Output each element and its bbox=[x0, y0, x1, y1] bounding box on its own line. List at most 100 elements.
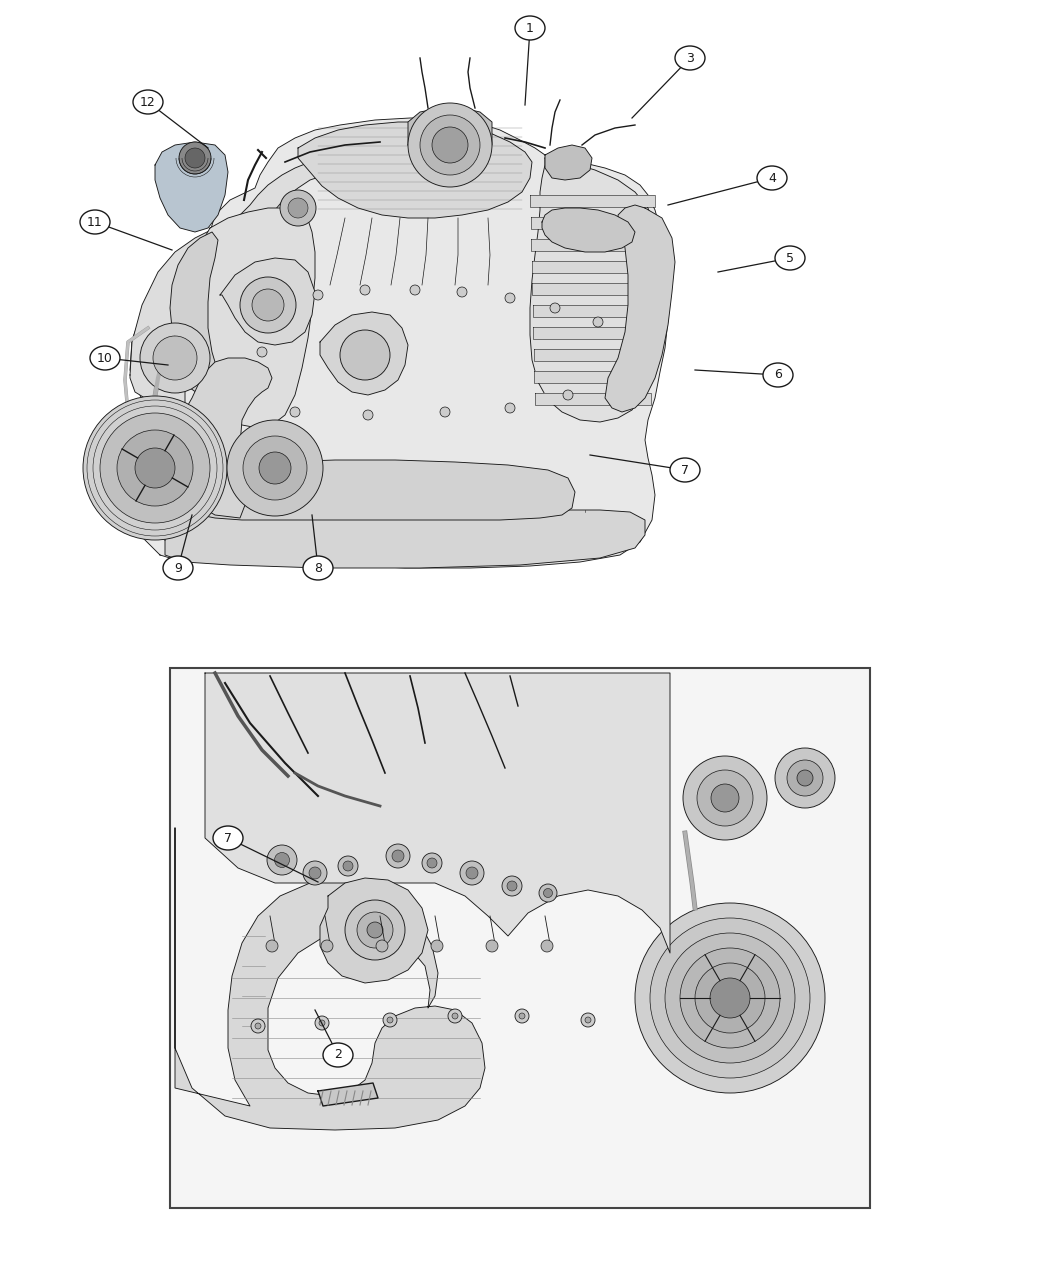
Polygon shape bbox=[220, 258, 315, 346]
Circle shape bbox=[288, 198, 308, 218]
Circle shape bbox=[432, 128, 468, 163]
Circle shape bbox=[775, 748, 835, 808]
Circle shape bbox=[452, 1014, 458, 1019]
Ellipse shape bbox=[163, 556, 193, 580]
Circle shape bbox=[83, 397, 227, 541]
Circle shape bbox=[519, 1014, 525, 1019]
Circle shape bbox=[321, 940, 333, 952]
Circle shape bbox=[255, 1023, 261, 1029]
Circle shape bbox=[280, 190, 316, 226]
Circle shape bbox=[360, 286, 370, 295]
Circle shape bbox=[153, 337, 197, 380]
Polygon shape bbox=[185, 358, 272, 518]
Polygon shape bbox=[531, 261, 653, 273]
Polygon shape bbox=[532, 305, 652, 317]
Polygon shape bbox=[534, 393, 651, 405]
Circle shape bbox=[315, 1016, 329, 1030]
Circle shape bbox=[541, 940, 553, 952]
Circle shape bbox=[259, 453, 291, 484]
Polygon shape bbox=[175, 827, 485, 1130]
Circle shape bbox=[420, 115, 480, 175]
Circle shape bbox=[422, 853, 442, 873]
Polygon shape bbox=[318, 1082, 378, 1105]
Text: 3: 3 bbox=[686, 51, 694, 65]
Circle shape bbox=[340, 330, 390, 380]
Circle shape bbox=[410, 286, 420, 295]
Ellipse shape bbox=[514, 17, 545, 40]
Polygon shape bbox=[130, 119, 668, 567]
Circle shape bbox=[665, 933, 795, 1063]
Text: 2: 2 bbox=[334, 1048, 342, 1062]
Circle shape bbox=[502, 876, 522, 896]
Circle shape bbox=[460, 861, 484, 885]
Circle shape bbox=[274, 853, 290, 867]
Polygon shape bbox=[408, 108, 492, 145]
Polygon shape bbox=[542, 208, 635, 252]
Text: 7: 7 bbox=[224, 831, 232, 844]
Ellipse shape bbox=[757, 166, 788, 190]
Circle shape bbox=[788, 760, 823, 796]
Text: 9: 9 bbox=[174, 561, 182, 575]
Circle shape bbox=[290, 407, 300, 417]
Circle shape bbox=[486, 940, 498, 952]
Circle shape bbox=[357, 912, 393, 949]
Circle shape bbox=[252, 289, 284, 321]
Polygon shape bbox=[605, 205, 675, 412]
Circle shape bbox=[343, 861, 353, 871]
Polygon shape bbox=[205, 673, 670, 952]
Text: 6: 6 bbox=[774, 368, 782, 381]
Text: 5: 5 bbox=[786, 251, 794, 264]
Ellipse shape bbox=[670, 458, 700, 482]
Text: 10: 10 bbox=[97, 352, 113, 365]
Polygon shape bbox=[200, 208, 315, 428]
Polygon shape bbox=[533, 326, 652, 339]
Text: 11: 11 bbox=[87, 215, 103, 228]
Circle shape bbox=[544, 889, 552, 898]
Circle shape bbox=[427, 858, 437, 868]
Circle shape bbox=[319, 1020, 326, 1026]
Circle shape bbox=[440, 407, 450, 417]
Ellipse shape bbox=[323, 1043, 353, 1067]
Circle shape bbox=[550, 303, 560, 312]
Circle shape bbox=[185, 148, 205, 168]
Ellipse shape bbox=[763, 363, 793, 388]
Circle shape bbox=[227, 419, 323, 516]
Circle shape bbox=[313, 289, 323, 300]
Text: 4: 4 bbox=[768, 172, 776, 185]
Circle shape bbox=[267, 845, 297, 875]
Circle shape bbox=[695, 963, 765, 1033]
Text: 1: 1 bbox=[526, 22, 534, 34]
Circle shape bbox=[507, 881, 517, 891]
Polygon shape bbox=[533, 349, 651, 361]
Circle shape bbox=[466, 867, 478, 878]
Circle shape bbox=[682, 756, 766, 840]
Polygon shape bbox=[195, 460, 575, 520]
Circle shape bbox=[240, 277, 296, 333]
Circle shape bbox=[303, 861, 327, 885]
Circle shape bbox=[697, 770, 753, 826]
Circle shape bbox=[539, 884, 556, 901]
Circle shape bbox=[135, 448, 175, 488]
Circle shape bbox=[117, 430, 193, 506]
Ellipse shape bbox=[90, 346, 120, 370]
Ellipse shape bbox=[675, 46, 705, 70]
Circle shape bbox=[392, 850, 404, 862]
Circle shape bbox=[505, 403, 514, 413]
Ellipse shape bbox=[213, 826, 243, 850]
Circle shape bbox=[100, 413, 210, 523]
Circle shape bbox=[345, 900, 405, 960]
Polygon shape bbox=[165, 510, 645, 567]
Circle shape bbox=[266, 940, 278, 952]
Polygon shape bbox=[130, 156, 340, 405]
Circle shape bbox=[514, 1009, 529, 1023]
Circle shape bbox=[257, 347, 267, 357]
Circle shape bbox=[650, 918, 810, 1077]
Ellipse shape bbox=[133, 91, 163, 113]
Polygon shape bbox=[534, 371, 651, 382]
Circle shape bbox=[368, 922, 383, 938]
Polygon shape bbox=[532, 283, 653, 295]
Circle shape bbox=[457, 287, 467, 297]
Circle shape bbox=[710, 978, 750, 1017]
Circle shape bbox=[386, 844, 410, 868]
Polygon shape bbox=[530, 217, 654, 230]
